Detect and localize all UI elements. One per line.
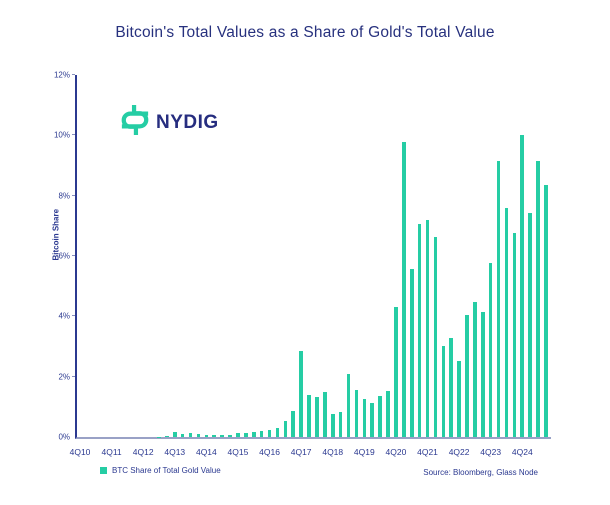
bar-3Q16 xyxy=(259,430,264,437)
y-axis-tick-label: 8% xyxy=(58,191,70,201)
bar-3Q25 xyxy=(544,184,548,437)
x-axis-tick-label: 4Q11 xyxy=(101,447,122,457)
bar-3Q17 xyxy=(291,411,296,437)
bar-3Q24 xyxy=(512,233,517,437)
plot-area: NYDIG 0% 2% 4% 6% 8% 10% 12% 4Q10 4Q11 4Q12 4Q13 4Q… xyxy=(54,71,551,457)
bar-2Q21 xyxy=(409,268,414,437)
y-axis-tick-label: 12% xyxy=(53,70,70,80)
y-axis-tick-label: 6% xyxy=(58,251,70,261)
bar-4Q16 xyxy=(267,430,272,437)
bar-2Q16 xyxy=(251,431,256,437)
x-axis-tick-label: 4Q24 xyxy=(511,447,533,457)
bar-4Q22 xyxy=(457,361,461,437)
bar-2Q14 xyxy=(188,433,193,437)
bar-4Q18 xyxy=(330,414,335,437)
bar-3Q13 xyxy=(165,436,169,437)
y-axis-tick-label: 10% xyxy=(53,130,70,140)
x-axis-tick-label: 4Q16 xyxy=(259,447,280,457)
legend: BTC Share of Total Gold Value xyxy=(100,466,221,475)
bar-4Q19 xyxy=(362,398,367,437)
y-axis-tick-mark xyxy=(72,134,75,136)
x-axis-tick-label: 4Q18 xyxy=(322,447,344,457)
x-axis-tick-label: 4Q21 xyxy=(417,447,438,457)
bar-2Q20 xyxy=(378,395,382,437)
nydig-dollar-icon xyxy=(120,103,150,142)
bar-2Q19 xyxy=(346,373,351,437)
x-axis-tick-label: 4Q13 xyxy=(164,447,186,457)
bar-1Q20 xyxy=(370,402,375,437)
y-axis-tick-mark xyxy=(72,74,75,75)
y-axis-tick-mark xyxy=(72,375,75,377)
bar-1Q23 xyxy=(465,314,469,437)
source-attribution: Source: Bloomberg, Glass Node xyxy=(423,468,538,477)
bar-3Q19 xyxy=(354,389,359,437)
bar-4Q23 xyxy=(488,263,493,437)
bar-2Q18 xyxy=(315,396,319,437)
bar-1Q16 xyxy=(244,432,248,437)
x-axis-tick-label: 4Q19 xyxy=(353,447,375,457)
bar-4Q17 xyxy=(299,351,303,437)
y-axis-tick-mark xyxy=(72,255,75,256)
bar-1Q19 xyxy=(338,411,343,437)
bar-4Q13 xyxy=(172,432,177,437)
bar-1Q24 xyxy=(496,160,501,437)
bar-3Q22 xyxy=(449,338,453,437)
x-axis-tick-label: 4Q23 xyxy=(480,447,502,457)
x-axis-tick-label: 4Q10 xyxy=(69,447,91,457)
x-axis-tick-label: 4Q20 xyxy=(385,447,407,457)
bar-2Q23 xyxy=(473,302,477,437)
y-axis-tick-label: 2% xyxy=(58,372,70,382)
nydig-logo-text: NYDIG xyxy=(156,111,219,133)
bar-1Q25 xyxy=(528,212,532,437)
bar-2Q22 xyxy=(441,345,446,437)
y-axis-tick-label: 0% xyxy=(58,432,70,442)
bar-3Q18 xyxy=(323,392,327,437)
bar-4Q24 xyxy=(520,135,525,437)
y-axis-tick-mark xyxy=(72,194,75,196)
bar-3Q21 xyxy=(417,223,422,437)
bar-4Q14 xyxy=(204,434,209,437)
y-axis-tick-mark xyxy=(72,315,75,317)
nydig-logo: NYDIG xyxy=(120,103,219,142)
bar-4Q15 xyxy=(236,433,240,437)
bar-2Q17 xyxy=(283,421,288,437)
x-axis-tick-label: 4Q22 xyxy=(448,447,470,457)
x-axis-tick-label: 4Q15 xyxy=(227,447,249,457)
bar-3Q15 xyxy=(228,434,232,437)
bar-1Q17 xyxy=(275,427,280,437)
x-axis-tick-label: 4Q14 xyxy=(195,447,217,457)
bar-3Q14 xyxy=(196,433,201,437)
bar-2Q24 xyxy=(504,208,509,437)
bar-3Q23 xyxy=(480,312,485,437)
bar-1Q15 xyxy=(212,434,217,437)
legend-label: BTC Share of Total Gold Value xyxy=(112,466,221,475)
y-axis-tick-label: 4% xyxy=(58,311,70,321)
bar-4Q21 xyxy=(425,219,430,437)
bar-1Q18 xyxy=(307,395,311,437)
bar-2Q15 xyxy=(220,434,224,437)
legend-swatch xyxy=(100,467,107,474)
bar-1Q14 xyxy=(180,433,185,437)
bar-2Q25 xyxy=(536,160,540,437)
bar-3Q20 xyxy=(386,391,390,437)
bar-1Q21 xyxy=(402,141,406,437)
bar-4Q20 xyxy=(394,307,398,437)
chart-title: Bitcoin's Total Values as a Share of Gol… xyxy=(115,24,495,41)
x-axis-tick-label: 4Q17 xyxy=(290,447,312,457)
bar-1Q22 xyxy=(433,237,438,437)
x-axis-tick-label: 4Q12 xyxy=(132,447,154,457)
